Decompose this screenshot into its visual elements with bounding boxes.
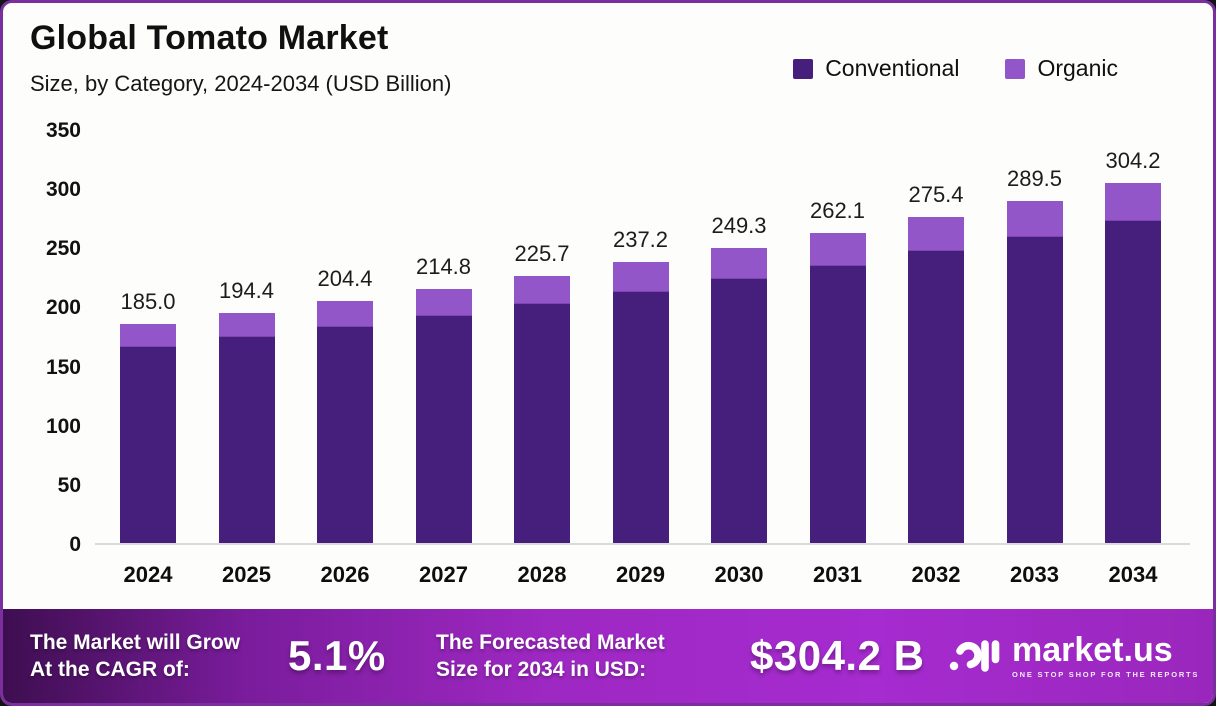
y-tick-label: 50 xyxy=(57,473,81,497)
y-tick-label: 0 xyxy=(69,533,81,556)
bar-segment-organic xyxy=(415,288,472,316)
bar-2025 xyxy=(218,313,275,543)
y-tick-label: 250 xyxy=(45,237,81,261)
bar-total-label: 214.8 xyxy=(415,253,472,279)
bar-total-label: 304.2 xyxy=(1105,148,1161,174)
bar-2031 xyxy=(809,233,866,543)
chart-subtitle: Size, by Category, 2024-2034 (USD Billio… xyxy=(30,71,452,96)
bar-2028 xyxy=(514,276,570,543)
logo-tagline: ONE STOP SHOP FOR THE REPORTS xyxy=(1012,670,1200,679)
bar-2026 xyxy=(317,301,373,543)
bar-segment-conventional xyxy=(612,291,669,543)
forecast-label: The Forecasted Market Size for 2034 in U… xyxy=(436,630,665,681)
legend: Conventional Organic xyxy=(793,55,1118,82)
marketus-logo-icon xyxy=(949,640,1000,672)
cagr-value: 5.1% xyxy=(288,632,386,679)
conventional-swatch-icon xyxy=(793,58,814,79)
bar-total-label: 185.0 xyxy=(120,289,176,315)
bar-segment-organic xyxy=(908,217,964,252)
bar-total-label: 249.3 xyxy=(711,213,767,239)
bar-segment-organic xyxy=(218,313,275,338)
page-title: Global Tomato Market xyxy=(30,19,389,57)
x-tick-label: 2029 xyxy=(616,562,665,587)
bar-segment-conventional xyxy=(809,265,866,543)
bar-segment-organic xyxy=(1006,200,1063,237)
bar-segment-conventional xyxy=(317,326,373,543)
bar-total-label: 225.7 xyxy=(514,241,570,267)
bar-segment-organic xyxy=(120,324,176,348)
cagr-label: The Market will Grow At the CAGR of: xyxy=(30,630,241,681)
forecast-value: $304.2 B xyxy=(750,632,925,679)
bar-segment-conventional xyxy=(908,251,964,543)
bar-total-label: 262.1 xyxy=(809,197,866,223)
bar-segment-organic xyxy=(711,248,767,280)
y-tick-label: 100 xyxy=(45,414,81,438)
bar-2033 xyxy=(1006,200,1063,543)
x-tick-label: 2028 xyxy=(517,562,567,587)
bar-chart: 350 300 250 200 150 100 50 0 185.0 2024 194.4 2025 2… xyxy=(46,119,1190,587)
bar-2029 xyxy=(612,262,669,543)
bar-2030 xyxy=(711,248,767,543)
bar-segment-organic xyxy=(612,262,669,292)
legend-item-organic: Organic xyxy=(1005,55,1118,82)
x-tick-label: 2032 xyxy=(911,562,961,587)
bar-2032 xyxy=(908,217,964,543)
y-tick-label: 200 xyxy=(45,296,81,320)
legend-label: Organic xyxy=(1037,55,1118,81)
bar-segment-organic xyxy=(1105,183,1161,221)
x-tick-label: 2024 xyxy=(123,562,173,587)
bar-total-label: 204.4 xyxy=(317,266,373,292)
bar-segment-conventional xyxy=(711,279,767,543)
x-tick-label: 2030 xyxy=(714,562,764,587)
x-tick-label: 2033 xyxy=(1010,562,1059,587)
logo-text: market.us xyxy=(1012,631,1173,669)
bar-segment-conventional xyxy=(415,315,472,543)
x-tick-label: 2031 xyxy=(813,562,862,587)
bar-segment-organic xyxy=(809,233,866,266)
marketus-logo: market.us ONE STOP SHOP FOR THE REPORTS xyxy=(948,633,1199,679)
bar-total-label: 237.2 xyxy=(612,227,669,253)
bar-segment-conventional xyxy=(1006,236,1063,543)
bar-segment-conventional xyxy=(120,347,176,543)
bar-2034 xyxy=(1105,183,1161,543)
bar-total-label: 275.4 xyxy=(908,182,964,208)
bar-total-label: 194.4 xyxy=(218,278,275,304)
bar-segment-organic xyxy=(317,301,373,327)
x-tick-label: 2034 xyxy=(1108,562,1158,587)
bar-segment-conventional xyxy=(514,304,570,543)
x-tick-label: 2027 xyxy=(419,562,468,587)
bar-segment-conventional xyxy=(1105,220,1161,543)
footer-banner: The Market will Grow At the CAGR of: 5.1… xyxy=(3,609,1213,703)
bar-segment-conventional xyxy=(218,337,275,543)
bar-2024 xyxy=(120,324,176,543)
legend-label: Conventional xyxy=(825,55,960,81)
y-tick-label: 300 xyxy=(45,178,81,202)
bar-segment-organic xyxy=(514,276,570,305)
y-tick-label: 150 xyxy=(45,355,81,379)
organic-swatch-icon xyxy=(1005,58,1026,79)
bar-total-label: 289.5 xyxy=(1006,165,1063,191)
y-tick-label: 350 xyxy=(45,119,81,142)
x-tick-label: 2026 xyxy=(320,562,370,587)
bar-2027 xyxy=(415,288,472,543)
x-tick-label: 2025 xyxy=(222,562,271,587)
legend-item-conventional: Conventional xyxy=(793,55,959,82)
